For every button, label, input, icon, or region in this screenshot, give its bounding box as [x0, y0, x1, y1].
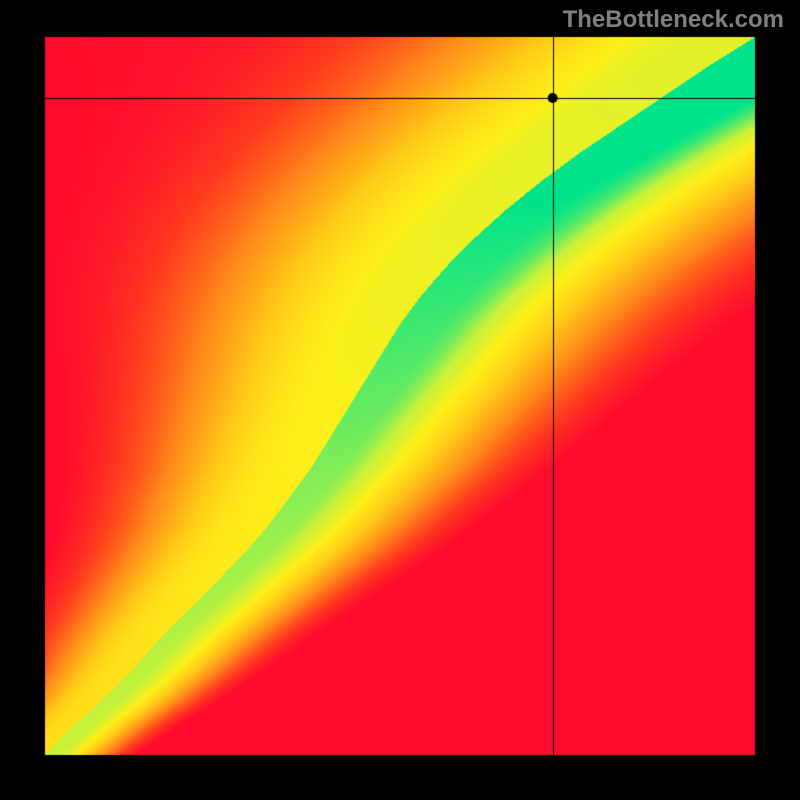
watermark: TheBottleneck.com	[563, 6, 784, 34]
bottleneck-heatmap	[0, 0, 800, 800]
chart-container: TheBottleneck.com	[0, 0, 800, 800]
